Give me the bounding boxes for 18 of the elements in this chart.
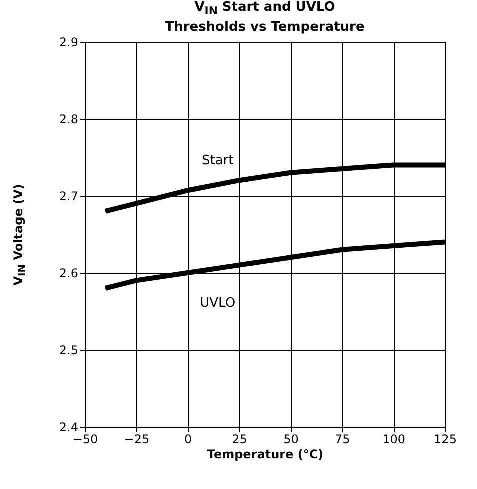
x-tick-label: 100 bbox=[382, 432, 406, 446]
y-tick-label: 2.8 bbox=[59, 112, 78, 126]
chart-title: V$_{IN}$ Start and UVLO Thresholds vs Temperature bbox=[164, 0, 366, 36]
y-tick-label: 2.6 bbox=[59, 266, 78, 280]
x-tick-label: 50 bbox=[284, 432, 299, 446]
y-tick-label: 2.4 bbox=[59, 420, 78, 434]
x-tick-label: 25 bbox=[232, 432, 248, 446]
x-tick-label: −25 bbox=[124, 432, 150, 446]
x-tick-label: −50 bbox=[72, 432, 98, 446]
y-tick-label: 2.9 bbox=[59, 36, 78, 50]
y-tick-label: 2.7 bbox=[59, 190, 78, 204]
x-axis-title: Temperature (°C) bbox=[207, 448, 324, 462]
series-label: Start bbox=[202, 154, 234, 169]
series-label: UVLO bbox=[200, 296, 236, 311]
x-tick-label: 125 bbox=[434, 432, 457, 446]
y-tick-label: 2.5 bbox=[59, 344, 78, 358]
x-tick-label: 75 bbox=[335, 432, 350, 446]
x-tick-label: 0 bbox=[184, 432, 192, 446]
